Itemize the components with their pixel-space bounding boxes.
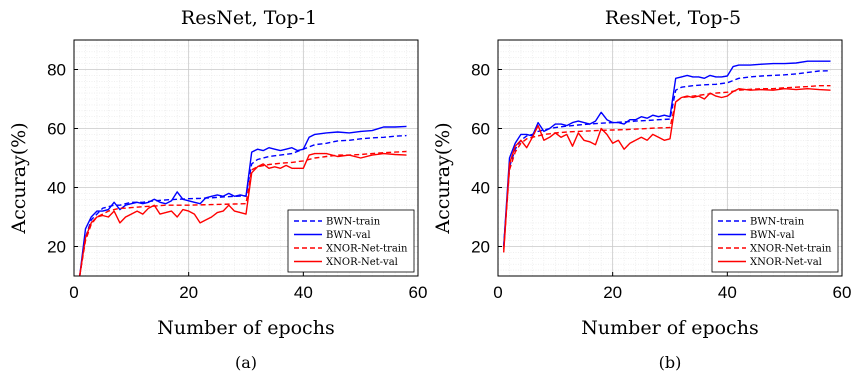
data-lines xyxy=(503,60,831,253)
legend-label: BWN-val xyxy=(326,230,371,241)
tick-labels: 0 20 40 60 20 40 60 80 xyxy=(47,61,427,303)
x-tick-label: 0 xyxy=(69,283,78,302)
series-line-XNOR-Net-val xyxy=(503,87,831,253)
legend-label: BWN-train xyxy=(326,217,381,228)
x-tick-label: 40 xyxy=(718,283,737,302)
legend-label: XNOR-Net-val xyxy=(750,257,822,268)
axes-frame xyxy=(73,39,419,277)
x-tick-label: 60 xyxy=(833,283,852,302)
y-tick-label: 60 xyxy=(471,120,490,139)
x-tick-label: 20 xyxy=(603,283,622,302)
tick-labels: 0 20 40 60 20 40 60 80 xyxy=(471,61,851,303)
axes-frame xyxy=(497,39,843,277)
y-tick-label: 20 xyxy=(471,238,490,257)
series-line-XNOR-Net-train xyxy=(79,150,407,277)
data-lines xyxy=(79,125,407,277)
series-line-XNOR-Net-val xyxy=(79,152,407,277)
x-tick-label: 20 xyxy=(179,283,198,302)
axes xyxy=(497,39,843,277)
series-line-BWN-val xyxy=(79,125,407,277)
y-axis-label: Accuray(%) xyxy=(8,122,30,234)
legend-label: XNOR-Net-train xyxy=(750,244,832,255)
y-tick-label: 40 xyxy=(471,179,490,198)
series-line-XNOR-Net-train xyxy=(503,84,831,250)
legend-label: BWN-val xyxy=(750,230,795,241)
legend-label: XNOR-Net-val xyxy=(326,257,398,268)
panel-caption: (a) xyxy=(235,353,257,372)
x-tick-label: 60 xyxy=(409,283,428,302)
x-tick-label: 40 xyxy=(294,283,313,302)
y-tick-label: 80 xyxy=(47,61,66,80)
y-tick-label: 60 xyxy=(47,120,66,139)
x-axis-label: Number of epochs xyxy=(157,317,334,339)
panel-caption: (b) xyxy=(659,353,682,372)
axes xyxy=(73,39,419,277)
chart-panel-top1: ResNet, Top-1 Number of epochs Accuray(%… xyxy=(8,7,427,372)
chart-title: ResNet, Top-5 xyxy=(605,7,741,29)
y-tick-label: 80 xyxy=(471,61,490,80)
y-axis-label: Accuray(%) xyxy=(432,122,454,234)
chart-panel-top5: ResNet, Top-5 Number of epochs Accuray(%… xyxy=(432,7,851,372)
legend-label: BWN-train xyxy=(750,217,805,228)
chart-title: ResNet, Top-1 xyxy=(181,7,317,29)
legend: BWN-train BWN-val XNOR-Net-train XNOR-Net-v… xyxy=(711,209,839,273)
y-tick-label: 40 xyxy=(47,179,66,198)
y-tick-label: 20 xyxy=(47,238,66,257)
x-axis-label: Number of epochs xyxy=(581,317,758,339)
legend-label: XNOR-Net-train xyxy=(326,244,408,255)
legend: BWN-train BWN-val XNOR-Net-train XNOR-Net-v… xyxy=(287,209,415,273)
x-tick-label: 0 xyxy=(493,283,502,302)
series-line-BWN-val xyxy=(503,60,831,247)
